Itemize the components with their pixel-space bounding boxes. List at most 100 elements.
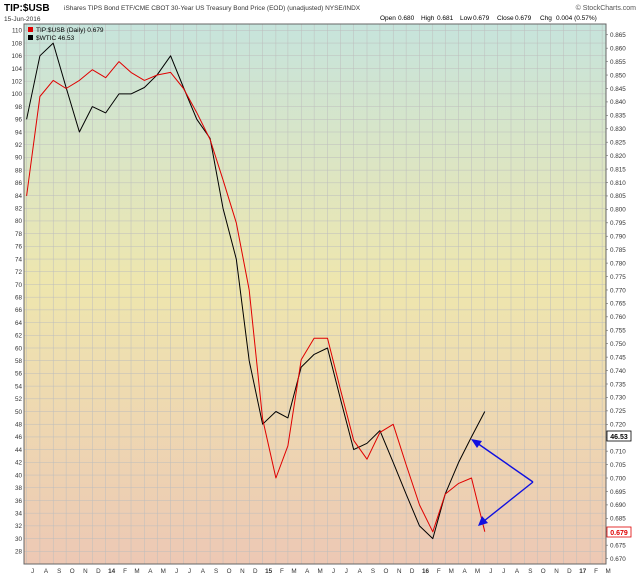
x-tick-label: A: [358, 568, 363, 575]
left-tick-label: 54: [15, 383, 23, 390]
chart-description: iShares TIPS Bond ETF/CME CBOT 30-Year U…: [64, 5, 361, 12]
left-tick-label: 70: [15, 282, 23, 289]
right-tick-label: 0.700: [610, 475, 626, 482]
right-tick-label: 0.765: [610, 301, 626, 308]
arrow-head-upper: [471, 439, 482, 448]
right-tick-label: 0.860: [610, 45, 626, 52]
right-tick-label: 0.695: [610, 489, 626, 496]
right-tick-label: 0.730: [610, 395, 626, 402]
x-tick-label: A: [305, 568, 310, 575]
x-tick-label: D: [567, 568, 572, 575]
x-tick-label: A: [44, 568, 49, 575]
x-tick-label: M: [291, 568, 296, 575]
right-tick-label: 0.780: [610, 260, 626, 267]
right-tick-label: 0.725: [610, 408, 626, 415]
x-tick-label: J: [332, 568, 335, 575]
series-layer: [26, 42, 486, 540]
left-tick-label: 90: [15, 155, 23, 162]
left-tick-label: 52: [15, 396, 23, 403]
right-tick-label: 0.795: [610, 220, 626, 227]
left-tick-label: 48: [15, 422, 23, 429]
right-tick-label: 0.710: [610, 448, 626, 455]
left-tick-label: 36: [15, 498, 23, 505]
right-axis: 0.6700.6750.6800.6850.6900.6950.7000.705…: [606, 32, 626, 563]
x-tick-label: F: [123, 568, 127, 575]
arrow-head-lower: [478, 516, 488, 526]
left-tick-label: 58: [15, 358, 23, 365]
chg-label: Chg: [540, 15, 552, 22]
right-tick-label: 0.720: [610, 422, 626, 429]
x-tick-label: O: [541, 568, 546, 575]
wtic-series-line: [26, 42, 486, 540]
right-tick-label: 0.785: [610, 247, 626, 254]
right-tick-label: 0.775: [610, 274, 626, 281]
right-tick-label: 0.825: [610, 140, 626, 147]
plot-frame: [23, 23, 607, 565]
plot-background: [24, 24, 606, 564]
right-tick-label: 0.865: [610, 32, 626, 39]
left-tick-label: 30: [15, 536, 23, 543]
left-tick-label: 32: [15, 523, 23, 530]
x-tick-label: J: [31, 568, 34, 575]
x-tick-label: M: [475, 568, 480, 575]
right-tick-label: 0.850: [610, 72, 626, 79]
ratio-series-line: [26, 61, 486, 533]
legend-label-ratio: TIP:$USB (Daily) 0.679: [36, 27, 104, 34]
x-tick-label: J: [175, 568, 178, 575]
x-tick-label: S: [57, 568, 61, 575]
x-tick-label: D: [253, 568, 258, 575]
x-tick-label: M: [318, 568, 323, 575]
legend-label-wtic: $WTIC 46.53: [36, 35, 75, 42]
left-tick-label: 108: [11, 40, 22, 47]
x-tick-label: M: [161, 568, 166, 575]
grid: [24, 24, 606, 564]
left-tick-label: 88: [15, 167, 23, 174]
x-tick-label: D: [96, 568, 101, 575]
left-tick-label: 100: [11, 91, 22, 98]
x-tick-label: A: [515, 568, 520, 575]
x-tick-label: O: [383, 568, 388, 575]
arrow-shaft-upper: [476, 442, 534, 483]
low-label: Low: [460, 15, 472, 22]
x-tick-label: S: [528, 568, 532, 575]
left-tick-label: 76: [15, 244, 23, 251]
left-tick-label: 96: [15, 117, 23, 124]
left-tick-label: 98: [15, 104, 23, 111]
left-tick-label: 34: [15, 510, 23, 517]
x-tick-label: 15: [265, 568, 273, 575]
left-tick-label: 102: [11, 78, 22, 85]
left-tick-label: 38: [15, 485, 23, 492]
legend-swatch-ratio: [28, 27, 33, 32]
left-tick-label: 80: [15, 218, 23, 225]
x-tick-label: 17: [579, 568, 587, 575]
x-tick-label: M: [449, 568, 454, 575]
x-tick-label: A: [148, 568, 153, 575]
right-tick-label: 0.810: [610, 180, 626, 187]
right-tick-label: 0.805: [610, 193, 626, 200]
x-tick-label: 14: [108, 568, 116, 575]
right-tick-label: 0.745: [610, 354, 626, 361]
x-tick-label: F: [594, 568, 598, 575]
close-value: 0.679: [515, 15, 532, 22]
right-tick-label: 0.835: [610, 113, 626, 120]
close-label: Close: [497, 15, 514, 22]
annotation-arrows: [471, 439, 534, 526]
left-tick-label: 84: [15, 193, 23, 200]
high-value: 0.681: [437, 15, 454, 22]
x-tick-label: 16: [422, 568, 430, 575]
open-label: Open: [380, 15, 396, 22]
x-tick-label: N: [397, 568, 402, 575]
right-tick-label: 0.830: [610, 126, 626, 133]
left-tick-label: 86: [15, 180, 23, 187]
x-tick-label: O: [70, 568, 75, 575]
left-tick-label: 28: [15, 549, 23, 556]
left-tick-label: 74: [15, 256, 23, 263]
source-label: © StockCharts.com: [576, 4, 637, 12]
left-tick-label: 64: [15, 320, 23, 327]
right-tick-label: 0.770: [610, 287, 626, 294]
left-tick-label: 78: [15, 231, 23, 238]
left-axis: 28 30 32 34 36 38 40 42 44 46 48 50 52 54 56 58 60 62 64 66…: [11, 28, 22, 556]
left-tick-label: 94: [15, 129, 23, 136]
right-tick-label: 0.800: [610, 207, 626, 214]
